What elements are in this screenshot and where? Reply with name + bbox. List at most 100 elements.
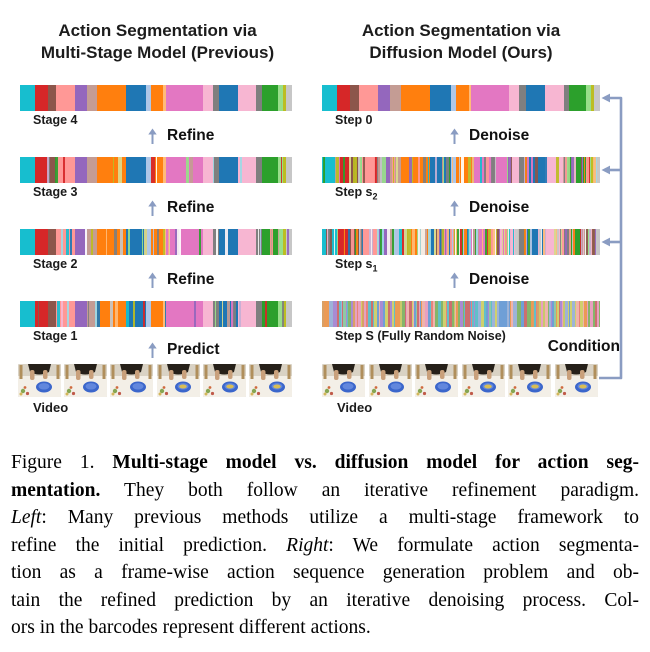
noise-stripe xyxy=(574,157,577,183)
noise-stripe xyxy=(585,157,589,183)
noise-stripe xyxy=(118,157,122,183)
noise-stripe xyxy=(337,229,339,255)
noise-stripe xyxy=(484,157,486,183)
caption-line: Figure 1. Multi-stage model vs. diffusio… xyxy=(11,449,639,477)
label-step-s1-text: Step s xyxy=(335,257,373,271)
noise-stripe xyxy=(353,157,357,183)
noise-stripe xyxy=(556,229,560,255)
noise-stripe xyxy=(257,229,259,255)
barcode-segment xyxy=(358,229,378,255)
barcode-segment xyxy=(125,157,147,183)
noise-stripe xyxy=(475,301,478,327)
noise-stripe xyxy=(572,229,575,255)
noise-stripe xyxy=(371,301,373,327)
noise-stripe xyxy=(409,157,413,183)
noise-stripe xyxy=(413,301,416,327)
noise-stripe xyxy=(563,301,565,327)
noise-stripe xyxy=(584,301,587,327)
up-arrow-icon xyxy=(450,128,459,144)
barcode-segment xyxy=(166,157,204,183)
label-stage-3: Stage 3 xyxy=(33,185,78,199)
noise-stripe xyxy=(240,157,243,183)
noise-stripe xyxy=(351,229,354,255)
noise-stripe xyxy=(507,157,509,183)
noise-stripe xyxy=(392,157,395,183)
barcode-segment xyxy=(203,229,213,255)
noise-stripe xyxy=(491,301,493,327)
noise-stripe xyxy=(56,301,60,327)
noise-stripe xyxy=(379,157,382,183)
noise-stripe xyxy=(353,301,356,327)
barcode-step-s2 xyxy=(322,157,600,183)
noise-stripe xyxy=(499,229,502,255)
barcode-segment xyxy=(74,301,87,327)
noise-stripe xyxy=(324,301,328,327)
noise-stripe xyxy=(360,229,364,255)
noise-stripe xyxy=(440,229,443,255)
noise-stripe xyxy=(538,229,542,255)
noise-stripe xyxy=(507,229,509,255)
noise-stripe xyxy=(518,301,522,327)
noise-stripe xyxy=(96,301,100,327)
noise-stripe xyxy=(347,301,349,327)
noise-stripe xyxy=(366,301,369,327)
noise-stripe xyxy=(510,157,513,183)
noise-stripe xyxy=(463,229,467,255)
noise-stripe xyxy=(460,301,463,327)
noise-stripe xyxy=(473,229,476,255)
refine-arrow-3: Refine xyxy=(147,270,214,290)
barcode-segment xyxy=(261,229,279,255)
noise-stripe xyxy=(556,157,560,183)
noise-stripe xyxy=(568,301,570,327)
noise-stripe xyxy=(488,301,492,327)
barcode-step-s1 xyxy=(322,229,600,255)
noise-stripe xyxy=(281,301,285,327)
noise-stripe xyxy=(445,301,448,327)
noise-stripe xyxy=(363,301,367,327)
noise-stripe xyxy=(433,301,435,327)
noise-stripe xyxy=(355,229,358,255)
barcode-segment xyxy=(125,85,147,111)
noise-stripe xyxy=(491,157,495,183)
noise-stripe xyxy=(91,229,93,255)
noise-stripe xyxy=(113,229,117,255)
noise-stripe xyxy=(542,229,546,255)
noise-stripe xyxy=(572,301,576,327)
caption-text: Left xyxy=(11,507,42,528)
noise-stripe xyxy=(402,229,405,255)
noise-stripe xyxy=(402,301,405,327)
noise-stripe xyxy=(109,301,113,327)
barcode-segment xyxy=(256,85,262,111)
noise-stripe xyxy=(559,301,563,327)
noise-stripe xyxy=(483,301,487,327)
barcode-segment xyxy=(518,85,526,111)
noise-stripe xyxy=(516,301,519,327)
noise-stripe xyxy=(576,301,579,327)
noise-stripe xyxy=(571,157,575,183)
noise-stripe xyxy=(125,301,129,327)
noise-stripe xyxy=(564,301,568,327)
noise-stripe xyxy=(509,229,513,255)
noise-stripe xyxy=(539,301,541,327)
noise-stripe xyxy=(114,301,118,327)
barcode-segment xyxy=(146,85,151,111)
noise-stripe xyxy=(355,301,357,327)
noise-stripe xyxy=(360,229,362,255)
left-column-title: Action Segmentation via Multi-Stage Mode… xyxy=(25,20,290,64)
noise-stripe xyxy=(408,301,412,327)
barcode-segment xyxy=(468,85,472,111)
noise-stripe xyxy=(361,301,364,327)
noise-stripe xyxy=(463,301,465,327)
noise-stripe xyxy=(189,157,193,183)
noise-stripe xyxy=(362,157,365,183)
barcode-segment xyxy=(358,85,378,111)
noise-stripe xyxy=(492,301,495,327)
video-frame-image xyxy=(202,364,246,397)
caption-text: Multi-stage model vs. diffusion model fo… xyxy=(112,452,639,473)
noise-stripe xyxy=(521,301,525,327)
noise-stripe xyxy=(451,301,453,327)
noise-stripe xyxy=(432,301,434,327)
noise-stripe xyxy=(458,229,460,255)
noise-stripe xyxy=(199,229,202,255)
